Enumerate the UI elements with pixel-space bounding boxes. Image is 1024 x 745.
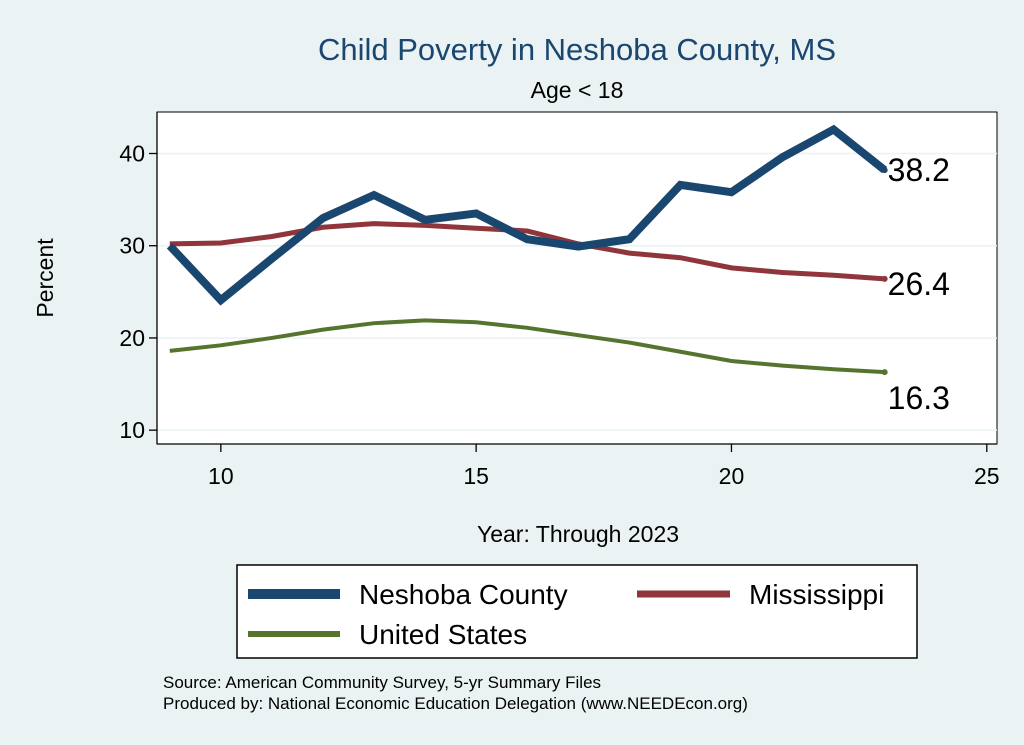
y-axis-title: Percent [32,238,58,318]
end-labels: 38.2 26.4 16.3 [881,152,950,416]
x-axis-title: Year: Through 2023 [477,521,679,547]
axes [156,112,997,445]
end-point-mississippi [881,275,888,282]
x-tick-label: 10 [208,463,234,489]
end-label-united-states: 16.3 [888,380,950,416]
end-label-neshoba-county: 38.2 [888,152,950,188]
legend-label-neshoba-county: Neshoba County [359,579,568,610]
legend-label-united-states: United States [359,619,527,650]
source-note: Source: American Community Survey, 5-yr … [163,673,601,692]
y-tick-label: 40 [119,141,145,167]
series-lines [166,124,888,375]
end-label-mississippi: 26.4 [888,266,950,302]
legend-box [236,564,918,659]
x-tick-label: 20 [719,463,745,489]
legend-label-mississippi: Mississippi [749,579,884,610]
y-tick-label: 10 [119,417,145,443]
tick-marks: 10 20 30 40 10 15 20 25 [119,141,999,490]
legend-items: Neshoba County Mississippi United States [248,579,884,650]
produced-by-note: Produced by: National Economic Education… [163,694,748,713]
x-tick-label: 15 [463,463,489,489]
series-line-neshoba-county [166,124,888,306]
series-line-mississippi [169,221,885,282]
chart-title: Child Poverty in Neshoba County, MS [318,32,836,67]
end-point-neshoba-county [881,167,888,174]
chart-subtitle: Age < 18 [531,77,624,103]
end-point-united-states [881,369,888,376]
legend: Neshoba County Mississippi United States [236,564,918,659]
series-line-united-states [169,318,885,375]
x-tick-label: 25 [974,463,1000,489]
y-tick-label: 30 [119,233,145,259]
y-tick-label: 20 [119,325,145,351]
